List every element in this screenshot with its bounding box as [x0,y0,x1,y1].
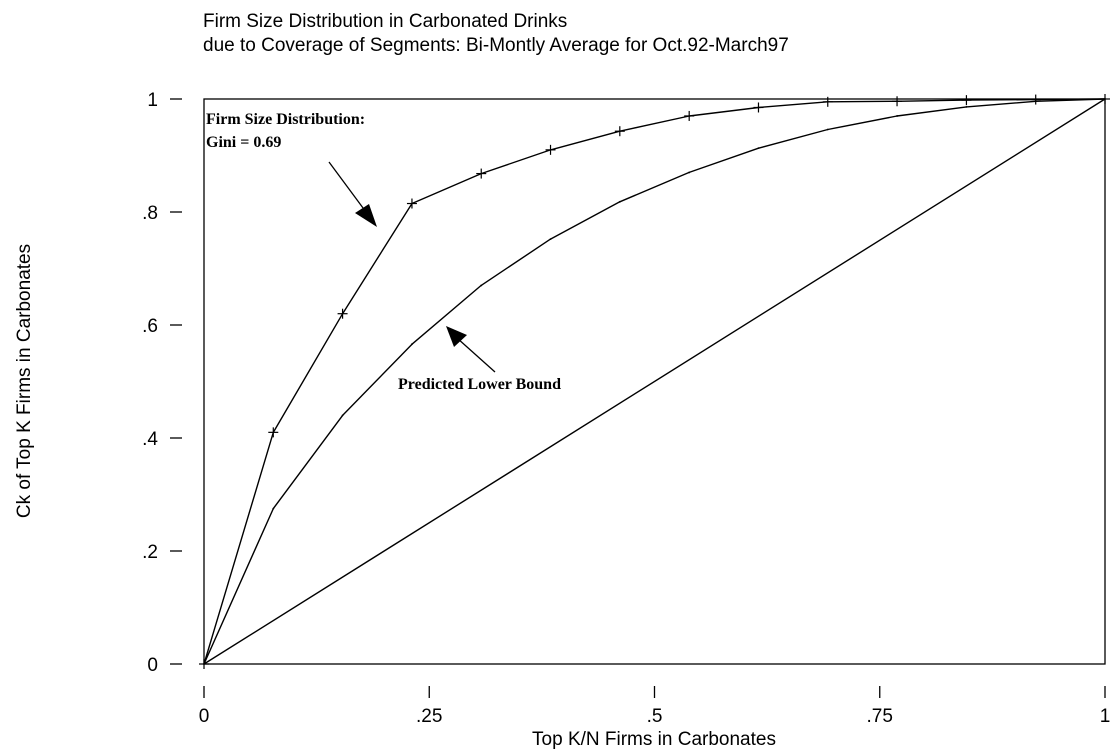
annotation-lower-bound-arrowhead [446,326,467,347]
y-tick-label: 1 [147,90,158,111]
data-point-equality-line [1104,98,1106,100]
series-line-equality-line [203,98,1106,665]
annotation-lower-bound-arrow-shaft [456,337,496,373]
data-point-predicted-lower-bound [896,115,898,117]
data-point-actual [684,110,695,121]
annotation-lower-bound: Predicted Lower Bound [398,326,561,393]
y-axis-label: Ck of Top K Firms in Carbonates [14,244,35,518]
annotation-gini: Firm Size Distribution: Gini = 0.69 [206,111,377,227]
data-point-actual [1030,94,1041,105]
data-point-predicted-lower-bound [688,171,691,174]
data-point-actual [614,126,625,137]
data-point-actual [476,168,487,179]
data-point-predicted-lower-bound [757,147,760,150]
y-tick-label: .6 [142,316,158,337]
data-point-predicted-lower-bound [272,507,275,510]
data-point-actual [406,198,417,209]
x-tick-label: .75 [867,706,893,727]
y-tick-label: 0 [147,655,158,676]
x-tick-label: 1 [1100,706,1110,727]
annotation-gini-line1: Firm Size Distribution: [206,111,365,128]
x-axis: 0 .25 .5 .75 1 [199,686,1110,727]
annotation-gini-arrow-shaft [328,161,367,213]
data-point-predicted-lower-bound [411,343,413,346]
data-point-predicted-lower-bound [826,128,829,131]
chart-title: Firm Size Distribution in Carbonated Dri… [203,11,567,32]
data-point-actual [753,102,764,113]
data-point-predicted-lower-bound [1034,100,1037,103]
annotation-gini-arrowhead [355,204,377,227]
data-point-predicted-lower-bound [480,284,483,287]
x-axis-label: Top K/N Firms in Carbonates [532,729,776,750]
data-point-actual [268,427,279,438]
x-tick-label: .25 [416,706,442,727]
data-point-actual [892,96,903,107]
data-point-predicted-lower-bound [965,106,968,108]
series-line-predicted-lower-bound [203,98,1106,665]
annotation-gini-line2: Gini = 0.69 [206,134,281,151]
series-line-actual [203,98,1106,665]
data-point-actual [822,96,833,107]
x-tick-label: .5 [647,706,663,727]
series-layer [199,94,1110,669]
data-point-actual [545,144,556,155]
plot-frame [203,98,1106,665]
x-tick-label: 0 [199,706,210,727]
annotation-lower-bound-label: Predicted Lower Bound [398,376,561,393]
data-point-predicted-lower-bound [549,238,552,241]
chart-subtitle: due to Coverage of Segments: Bi-Montly A… [203,35,789,56]
data-point-equality-line [203,663,205,665]
data-point-predicted-lower-bound [341,414,344,417]
y-tick-label: .8 [142,203,158,224]
y-tick-label: .2 [142,542,158,563]
data-point-actual [337,308,348,319]
data-point-actual [961,95,972,106]
data-point-predicted-lower-bound [618,200,621,203]
y-tick-label: .4 [142,429,158,450]
y-axis: 0 .2 .4 .6 .8 1 [142,90,182,676]
